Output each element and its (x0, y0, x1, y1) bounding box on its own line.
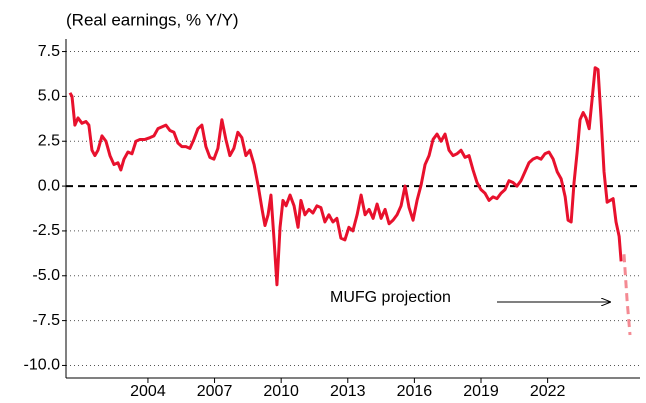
y-tick-label: 2.5 (38, 132, 60, 149)
x-tick-label: 2019 (463, 383, 499, 400)
x-tick-label: 2004 (130, 383, 166, 400)
y-tick-label: -7.5 (32, 312, 60, 329)
y-tick-label: -5.0 (32, 267, 60, 284)
y-tick-label: -2.5 (32, 222, 60, 239)
chart-title: (Real earnings, % Y/Y) (66, 10, 239, 29)
data-line (68, 66, 623, 287)
y-tick-label: -10.0 (24, 357, 61, 374)
x-tick-label: 2010 (263, 383, 299, 400)
data-line (622, 254, 632, 336)
y-tick-label: 0.0 (38, 177, 60, 194)
y-tick-label: 7.5 (38, 43, 60, 60)
x-tick-label: 2022 (530, 383, 566, 400)
annotation: MUFG projection (330, 289, 451, 306)
y-tick-label: 5.0 (38, 88, 60, 105)
x-tick-label: 2007 (197, 383, 233, 400)
x-tick-label: 2016 (397, 383, 433, 400)
x-tick-label: 2013 (330, 383, 366, 400)
